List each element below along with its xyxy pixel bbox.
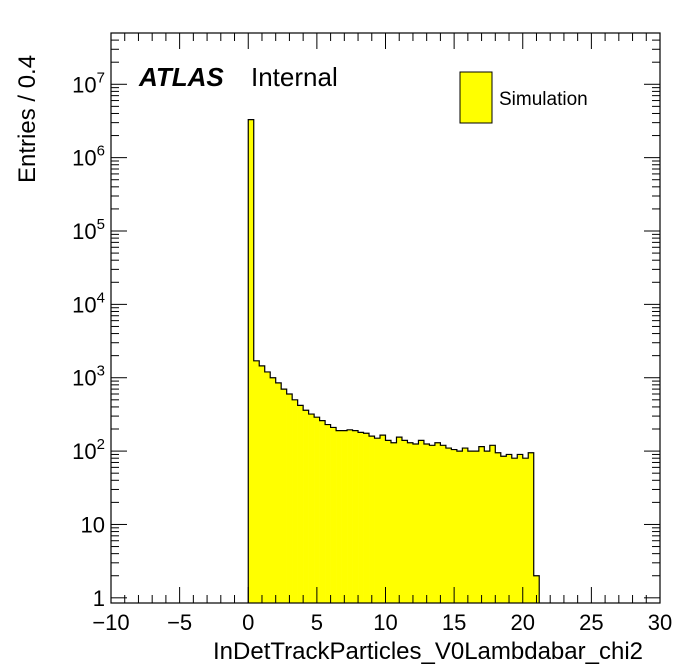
y-tick-label: 102 (72, 436, 105, 464)
histogram-bar (418, 440, 425, 603)
x-tick-label: 0 (242, 610, 254, 635)
histogram-bar (292, 399, 298, 603)
x-axis-title: InDetTrackParticles_V0Lambdabar_chi2 (213, 638, 643, 665)
histogram-bar (434, 442, 441, 603)
histogram-bar (473, 451, 480, 603)
histogram-bar (352, 430, 359, 603)
histogram-bar (467, 451, 474, 603)
histogram-bar (511, 458, 518, 603)
histogram-bar (314, 417, 320, 603)
histogram-bar (330, 427, 337, 603)
histogram-bar (396, 437, 403, 603)
histogram-bar (259, 365, 266, 603)
legend-swatch (459, 71, 493, 124)
x-tick-label: 10 (373, 610, 397, 635)
histogram-bar (374, 438, 381, 603)
histogram-bar (341, 430, 348, 603)
y-tick-label: 107 (72, 69, 105, 97)
histogram-outline (247, 119, 540, 603)
x-tick-label: −10 (92, 610, 129, 635)
legend-label-simulation: Simulation (499, 89, 588, 110)
histogram-bar (347, 429, 353, 603)
atlas-label: ATLAS (138, 62, 224, 92)
histogram-bar (401, 440, 408, 603)
legend: Simulation (459, 71, 588, 124)
histogram-bar (429, 445, 436, 603)
y-tick-labels: 1 10 102 103 104 105 106 107 (72, 69, 105, 611)
histogram-bar (264, 371, 271, 603)
histogram-bar (286, 394, 293, 603)
histogram-bar (248, 119, 255, 603)
y-axis-title: Entries / 0.4 (14, 55, 41, 183)
atlas-internal-label: Internal (251, 62, 338, 92)
histogram-bar (489, 445, 496, 603)
histogram-bar (522, 458, 529, 603)
histogram-bar (308, 414, 315, 603)
histogram-bars (247, 119, 540, 603)
y-axis-ticks (111, 32, 660, 599)
y-tick-label: 10 (81, 512, 105, 537)
histogram-bar (445, 448, 452, 603)
histogram-bar (484, 451, 491, 603)
histogram-bar (270, 377, 276, 603)
histogram-bar (297, 405, 304, 603)
histogram-bar (478, 446, 485, 603)
x-tick-label: 20 (511, 610, 535, 635)
histogram-bar (325, 424, 331, 603)
histogram-bar (456, 451, 463, 603)
histogram-bar (358, 432, 364, 603)
histogram-bar (319, 420, 326, 603)
histogram-bar (412, 443, 419, 603)
x-tick-label: −5 (167, 610, 192, 635)
histogram-bar (528, 452, 535, 603)
histogram-bar (303, 410, 309, 603)
y-tick-label: 106 (72, 143, 105, 171)
histogram-bar (336, 430, 342, 603)
x-tick-label: 25 (579, 610, 603, 635)
x-tick-label: 30 (648, 610, 672, 635)
histogram-bar (423, 443, 430, 603)
x-tick-labels: −10 −5 0 5 10 15 20 25 30 (92, 610, 672, 635)
y-tick-label: 1 (93, 586, 105, 611)
histogram-bar (275, 382, 282, 603)
histogram-bar (380, 435, 386, 603)
x-tick-label: 15 (442, 610, 466, 635)
histogram-bar (495, 452, 502, 603)
histogram-bar (369, 436, 375, 603)
y-tick-label: 103 (72, 363, 105, 391)
histogram-bar (407, 442, 414, 603)
histogram-bar (517, 454, 524, 603)
histogram-bar (506, 454, 513, 603)
histogram-bar (253, 360, 260, 603)
histogram-bar (363, 433, 370, 603)
histogram-bar (533, 575, 540, 603)
histogram-bar (390, 442, 397, 603)
histogram-bar (500, 456, 507, 603)
histogram-bar (451, 449, 458, 603)
x-axis-ticks (110, 33, 661, 603)
histogram-bar (462, 448, 469, 603)
y-tick-label: 104 (72, 289, 105, 317)
histogram-bar (385, 440, 392, 603)
y-tick-label: 105 (72, 216, 105, 244)
histogram-bar (281, 389, 287, 603)
x-tick-label: 5 (311, 610, 323, 635)
histogram-bar (440, 445, 447, 603)
